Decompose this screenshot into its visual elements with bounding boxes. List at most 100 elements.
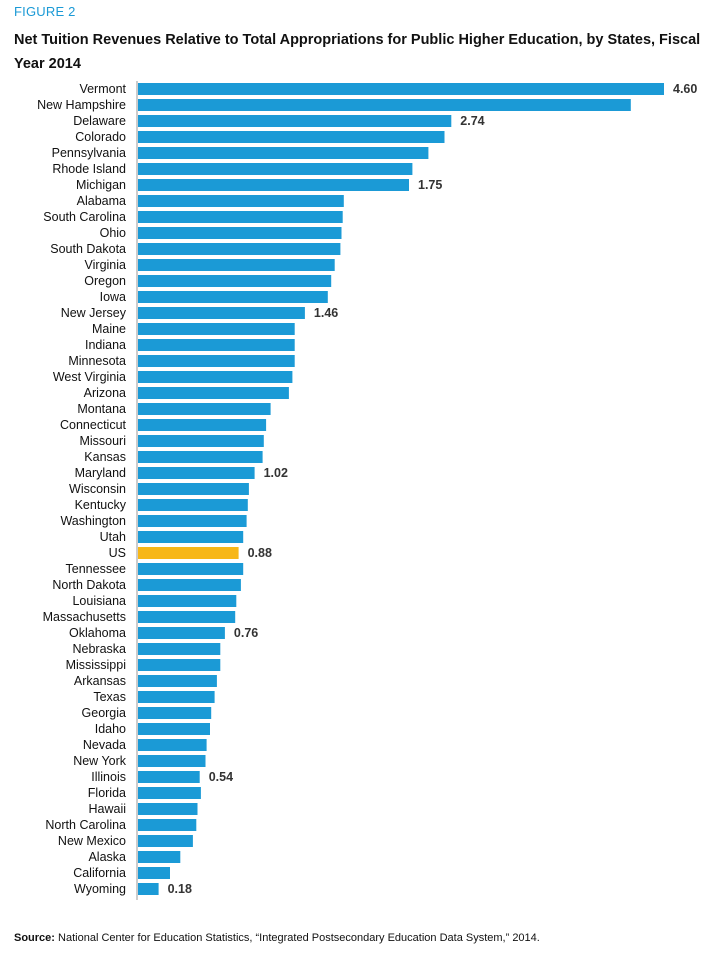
bar-texas xyxy=(138,691,215,703)
category-label-group: Vermont New Hampshire Delaware Colorado Penn… xyxy=(37,82,127,896)
bar-connecticut xyxy=(138,419,267,431)
category-label-south-dakota: South Dakota xyxy=(50,242,126,256)
category-label-new-jersey: New Jersey xyxy=(61,306,127,320)
category-label-florida: Florida xyxy=(88,786,126,800)
category-label-alaska: Alaska xyxy=(88,850,126,864)
data-label-illinois: 0.54 xyxy=(209,770,233,784)
category-label-new-mexico: New Mexico xyxy=(58,834,126,848)
category-label-kentucky: Kentucky xyxy=(75,498,127,512)
bar-hawaii xyxy=(138,803,198,815)
source-text: National Center for Education Statistics… xyxy=(58,932,540,944)
bar-new-mexico xyxy=(138,835,193,847)
bar-massachusetts xyxy=(138,611,236,623)
bar-alabama xyxy=(138,195,344,207)
bar-missouri xyxy=(138,435,264,447)
bar-mississippi xyxy=(138,659,221,671)
bar-minnesota xyxy=(138,355,295,367)
category-label-illinois: Illinois xyxy=(91,770,126,784)
category-label-maine: Maine xyxy=(92,322,126,336)
category-label-tennessee: Tennessee xyxy=(66,562,127,576)
bar-group xyxy=(138,83,664,895)
source-note: Source: National Center for Education St… xyxy=(14,932,540,944)
category-label-nevada: Nevada xyxy=(83,738,126,752)
category-label-michigan: Michigan xyxy=(76,178,126,192)
category-label-north-carolina: North Carolina xyxy=(45,818,126,832)
category-label-oklahoma: Oklahoma xyxy=(69,626,126,640)
category-label-north-dakota: North Dakota xyxy=(52,578,126,592)
bar-nevada xyxy=(138,739,207,751)
bar-new-jersey xyxy=(138,307,305,319)
category-label-arizona: Arizona xyxy=(84,386,126,400)
bar-rhode-island xyxy=(138,163,413,175)
category-label-new-york: New York xyxy=(73,754,127,768)
bar-iowa xyxy=(138,291,328,303)
bar-new-york xyxy=(138,755,206,767)
category-label-massachusetts: Massachusetts xyxy=(43,610,126,624)
data-label-maryland: 1.02 xyxy=(264,466,288,480)
data-label-us: 0.88 xyxy=(248,546,272,560)
category-label-wisconsin: Wisconsin xyxy=(69,482,126,496)
bar-south-dakota xyxy=(138,243,341,255)
data-label-delaware: 2.74 xyxy=(460,114,484,128)
category-label-wyoming: Wyoming xyxy=(74,882,126,896)
bar-pennsylvania xyxy=(138,147,429,159)
data-label-new-jersey: 1.46 xyxy=(314,306,338,320)
bar-colorado xyxy=(138,131,445,143)
bar-kentucky xyxy=(138,499,248,511)
bar-virginia xyxy=(138,259,335,271)
bar-nebraska xyxy=(138,643,221,655)
bar-washington xyxy=(138,515,247,527)
category-label-kansas: Kansas xyxy=(84,450,126,464)
bar-north-dakota xyxy=(138,579,241,591)
category-label-texas: Texas xyxy=(93,690,126,704)
category-label-california: California xyxy=(73,866,126,880)
category-label-colorado: Colorado xyxy=(75,130,126,144)
bar-wisconsin xyxy=(138,483,249,495)
bar-oregon xyxy=(138,275,332,287)
category-label-missouri: Missouri xyxy=(79,434,126,448)
bar-montana xyxy=(138,403,271,415)
category-label-louisiana: Louisiana xyxy=(72,594,126,608)
bar-utah xyxy=(138,531,244,543)
bar-georgia xyxy=(138,707,212,719)
category-label-indiana: Indiana xyxy=(85,338,126,352)
category-label-ohio: Ohio xyxy=(100,226,126,240)
category-label-vermont: Vermont xyxy=(79,82,126,96)
figure-label: FIGURE 2 xyxy=(14,4,76,19)
chart-title: Net Tuition Revenues Relative to Total A… xyxy=(14,32,701,72)
bar-north-carolina xyxy=(138,819,197,831)
bar-florida xyxy=(138,787,201,799)
bar-arizona xyxy=(138,387,289,399)
category-label-arkansas: Arkansas xyxy=(74,674,126,688)
category-label-rhode-island: Rhode Island xyxy=(52,162,126,176)
category-label-oregon: Oregon xyxy=(84,274,126,288)
category-label-new-hampshire: New Hampshire xyxy=(37,98,126,112)
category-label-minnesota: Minnesota xyxy=(68,354,126,368)
bar-tennessee xyxy=(138,563,244,575)
data-label-group: 4.60 2.74 1.75 1.46 1.02 0.88 0.76 0.54 0.18 xyxy=(168,82,698,896)
category-label-idaho: Idaho xyxy=(95,722,126,736)
data-label-vermont: 4.60 xyxy=(673,82,697,96)
bar-ohio xyxy=(138,227,342,239)
category-label-nebraska: Nebraska xyxy=(73,642,127,656)
bar-michigan xyxy=(138,179,409,191)
category-label-montana: Montana xyxy=(77,402,126,416)
category-label-pennsylvania: Pennsylvania xyxy=(52,146,126,160)
bar-south-carolina xyxy=(138,211,343,223)
category-label-alabama: Alabama xyxy=(77,194,126,208)
bar-vermont xyxy=(138,83,664,95)
category-label-utah: Utah xyxy=(100,530,126,544)
data-label-wyoming: 0.18 xyxy=(168,882,192,896)
category-label-iowa: Iowa xyxy=(100,290,126,304)
bar-chart: Vermont New Hampshire Delaware Colorado Penn… xyxy=(37,81,698,900)
bar-oklahoma xyxy=(138,627,225,639)
bar-louisiana xyxy=(138,595,237,607)
bar-indiana xyxy=(138,339,295,351)
bar-alaska xyxy=(138,851,181,863)
category-label-georgia: Georgia xyxy=(82,706,127,720)
bar-illinois xyxy=(138,771,200,783)
category-label-connecticut: Connecticut xyxy=(60,418,127,432)
bar-california xyxy=(138,867,170,879)
category-label-virginia: Virginia xyxy=(85,258,127,272)
data-label-michigan: 1.75 xyxy=(418,178,442,192)
